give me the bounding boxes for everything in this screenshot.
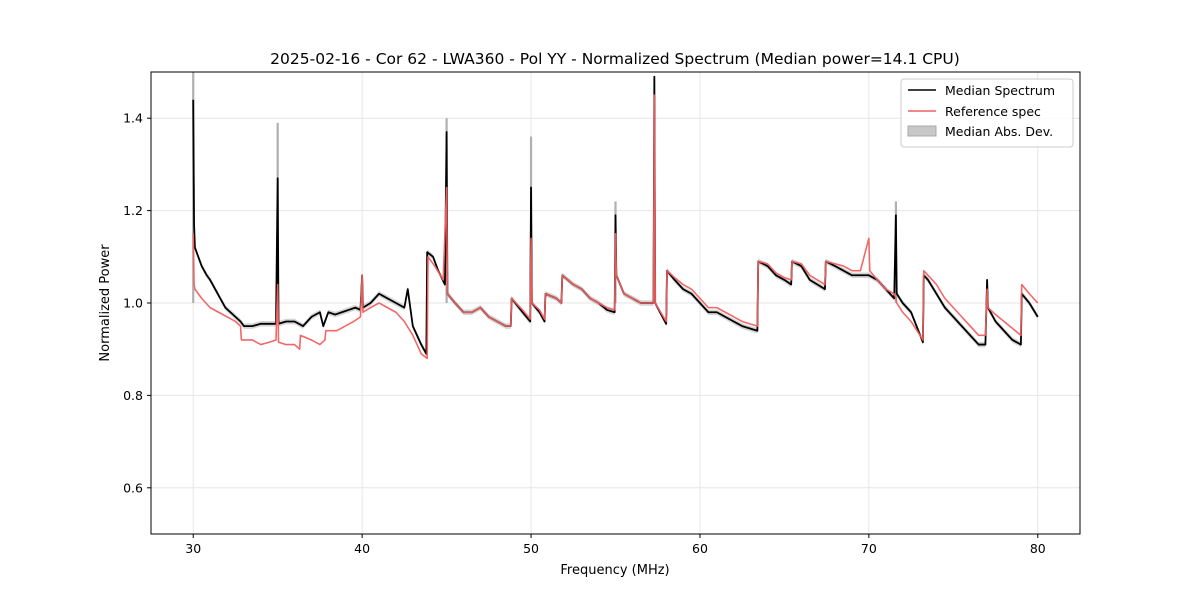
legend-box bbox=[900, 78, 1074, 148]
x-tick-label: 80 bbox=[1030, 541, 1046, 556]
x-tick-label: 30 bbox=[185, 541, 201, 556]
legend-label-mad: Median Abs. Dev. bbox=[945, 124, 1053, 139]
chart-title: 2025-02-16 - Cor 62 - LWA360 - Pol YY - … bbox=[270, 50, 960, 68]
legend-swatch-mad bbox=[907, 125, 937, 137]
y-tick-label: 1.2 bbox=[123, 203, 143, 218]
axis-ticks: 30 40 50 60 70 80 0.6 0.8 1.0 1.2 1.4 bbox=[123, 111, 1046, 556]
x-tick-label: 40 bbox=[354, 541, 370, 556]
y-tick-label: 1.4 bbox=[123, 111, 143, 126]
legend: Median Spectrum Reference spec Median Ab… bbox=[900, 78, 1074, 148]
y-tick-label: 1.0 bbox=[123, 296, 143, 311]
y-axis-label: Normalized Power bbox=[98, 244, 113, 362]
legend-label-median: Median Spectrum bbox=[945, 83, 1055, 98]
x-tick-label: 50 bbox=[523, 541, 539, 556]
y-tick-label: 0.6 bbox=[123, 480, 143, 495]
reference-spectrum-line bbox=[192, 94, 1039, 360]
y-tick-label: 0.8 bbox=[123, 388, 143, 403]
x-tick-label: 70 bbox=[861, 541, 877, 556]
plot-data bbox=[192, 72, 1039, 360]
x-axis-label: Frequency (MHz) bbox=[560, 563, 669, 578]
x-tick-label: 60 bbox=[692, 541, 708, 556]
legend-label-reference: Reference spec bbox=[945, 104, 1041, 119]
